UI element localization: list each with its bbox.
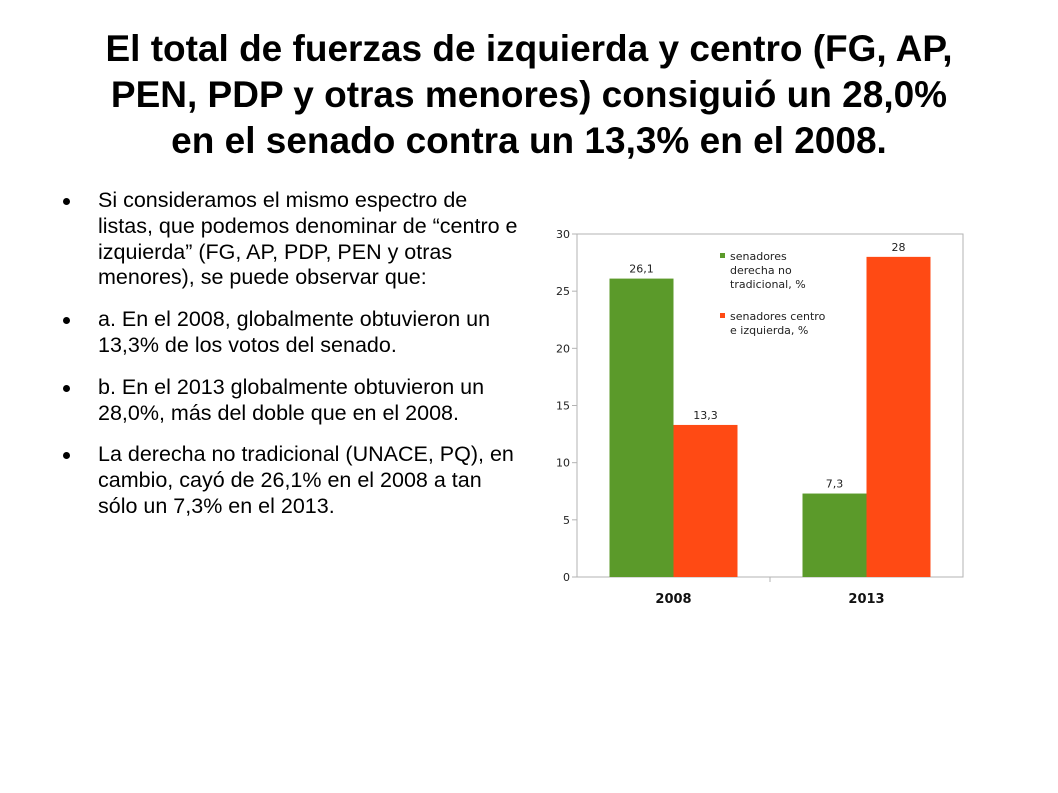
bullet-text: a. En el 2008, globalmente obtuvieron un… [98, 307, 491, 357]
y-tick-label: 30 [556, 228, 570, 241]
data-label: 26,1 [629, 263, 654, 276]
title-line: PEN, PDP y otras menores) consiguió un 2… [110, 73, 948, 115]
bar [866, 256, 931, 577]
y-tick-label: 5 [563, 514, 570, 527]
bullet-item: Si consideramos el mismo espectro de lis… [58, 188, 520, 291]
bullet-dot-icon [63, 317, 70, 325]
legend-swatch [720, 253, 725, 258]
bullet-text: b. En el 2013 globalmente obtuvieron un … [98, 374, 485, 425]
legend-label: tradicional, % [730, 278, 806, 291]
title-line: El total de fuerzas de izquierda y centr… [105, 28, 953, 69]
y-tick-label: 25 [556, 285, 570, 298]
bullet-dot-icon [63, 384, 70, 392]
bullet-list: Si consideramos el mismo espectro de lis… [58, 188, 520, 536]
title-line: en el senado contra un 13,3% en el 2008. [171, 119, 887, 161]
legend-label: senadores [730, 250, 787, 263]
bar [802, 493, 867, 577]
y-tick-label: 0 [563, 571, 570, 584]
slide-title: El total de fuerzas de izquierda y centr… [20, 26, 1038, 164]
bar [609, 278, 674, 577]
legend-label: senadores centro [730, 310, 826, 323]
bar-chart: 0 5 10 15 20 25 30 26,1 13,3 2008 7,3 28 2013 senador… [556, 228, 964, 607]
bullet-item: a. En el 2008, globalmente obtuvieron un… [58, 307, 520, 359]
legend-swatch [720, 313, 725, 318]
y-tick-label: 15 [556, 400, 570, 413]
bullet-dot-icon [63, 198, 70, 205]
legend-label: e izquierda, % [730, 324, 808, 337]
bullet-item: b. En el 2013 globalmente obtuvieron un … [58, 375, 520, 427]
bullet-text: Si consideramos el mismo espectro de lis… [98, 188, 518, 290]
bar [673, 424, 738, 577]
bullet-dot-icon [63, 452, 70, 460]
data-label: 13,3 [693, 409, 718, 422]
x-tick-label: 2013 [848, 592, 884, 607]
legend-label: derecha no [730, 264, 792, 277]
data-label: 7,3 [826, 478, 844, 491]
data-label: 28 [892, 241, 906, 254]
bullet-text: La derecha no tradicional (UNACE, PQ), e… [98, 442, 514, 518]
y-tick-label: 20 [556, 342, 570, 355]
bullet-item: La derecha no tradicional (UNACE, PQ), e… [58, 442, 520, 519]
x-tick-label: 2008 [655, 592, 691, 607]
y-tick-label: 10 [556, 457, 570, 470]
